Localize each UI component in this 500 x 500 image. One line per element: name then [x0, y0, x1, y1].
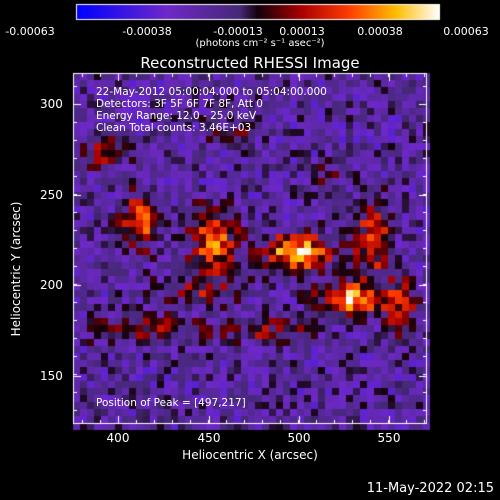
colorbar-tick: -0.00063: [5, 25, 55, 38]
y-tick-label: 250: [40, 188, 63, 202]
y-axis-label: Heliocentric Y (arcsec): [9, 201, 23, 337]
x-axis-label: Heliocentric X (arcsec): [182, 448, 318, 462]
colorbar-tick: -0.00038: [122, 25, 172, 38]
info-line-energy: Energy Range: 12.0 - 25.0 keV: [96, 110, 257, 122]
x-tick-label: 450: [197, 431, 221, 445]
colorbar-tick: 0.00038: [357, 25, 403, 38]
x-tick-label: 400: [106, 431, 130, 445]
y-tick-label: 200: [40, 278, 63, 292]
y-tick-label: 300: [40, 97, 63, 111]
colorbar-unit-label: (photons cm⁻² s⁻¹ asec⁻²): [195, 38, 325, 49]
y-tick-label: 150: [40, 369, 63, 383]
x-tick-label: 550: [377, 431, 401, 445]
peak-position-label: Position of Peak = [497,217]: [96, 397, 246, 409]
colorbar-tick: -0.00013: [213, 25, 263, 38]
info-line-time: 22-May-2012 05:00:04.000 to 05:04:00.000: [96, 86, 327, 98]
colorbar-tick: 0.00063: [443, 25, 489, 38]
info-line-counts: Clean Total counts: 3.46E+03: [96, 122, 252, 134]
x-tick-label: 500: [287, 431, 311, 445]
colorbar-tick: 0.00013: [279, 25, 325, 38]
timestamp: 11-May-2022 02:15: [366, 481, 494, 496]
info-line-detectors: Detectors: 3F 5F 6F 7F 8F, Att 0: [96, 98, 263, 110]
plot-title: Reconstructed RHESSI Image: [140, 54, 360, 72]
